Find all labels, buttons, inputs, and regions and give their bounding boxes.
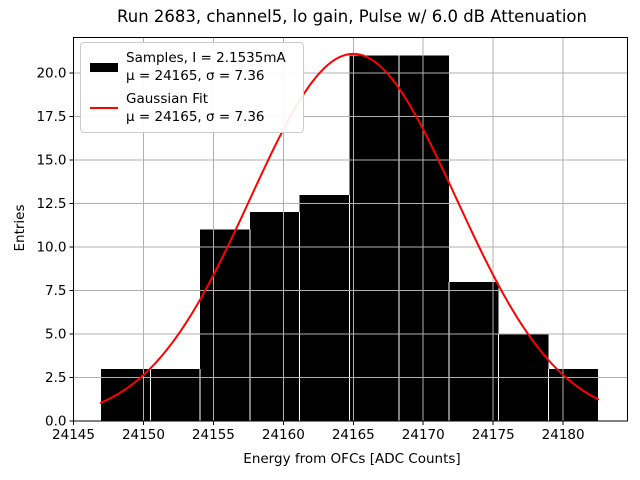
samples-swatch-icon [89,62,118,72]
x-tick-label: 24165 [332,427,375,443]
legend-samples-label: Samples, I = 2.1535mA [126,50,286,66]
legend-samples-stats: μ = 24165, σ = 7.36 [126,68,265,84]
plot-border [73,36,628,422]
histogram-bar [448,281,499,421]
legend-swatch-column [81,107,126,109]
y-tick-label: 12.5 [36,196,66,212]
x-tick-label: 24180 [542,427,585,443]
y-tick-label: 2.5 [45,370,66,386]
legend-entry-gaussian-fit: Gaussian Fit μ = 24165, σ = 7.36 [81,90,295,126]
legend-entry-gaussian-text: Gaussian Fit μ = 24165, σ = 7.36 [126,90,265,126]
y-axis-label: Entries [12,204,28,252]
histogram-bar [399,55,449,421]
y-tick-label: 5.0 [45,326,66,342]
histogram-bar [200,229,251,421]
y-tick-label: 17.5 [36,109,66,125]
y-tick-label: 7.5 [45,283,66,299]
y-tick-label: 10.0 [36,239,66,255]
histogram-bar [299,194,350,421]
legend-entry-samples: Samples, I = 2.1535mA μ = 24165, σ = 7.3… [81,49,295,85]
gaussian-fit-curve [99,52,600,404]
x-tick-label: 24170 [402,427,445,443]
y-tick-label: 15.0 [36,152,66,168]
x-axis-label: Energy from OFCs [ADC Counts] [243,451,461,467]
legend-entry-samples-text: Samples, I = 2.1535mA μ = 24165, σ = 7.3… [126,49,286,85]
legend-gaussian-label: Gaussian Fit [126,91,209,107]
histogram-bar [250,212,300,421]
legend: Samples, I = 2.1535mA μ = 24165, σ = 7.3… [80,42,304,133]
x-tick-label: 24160 [262,427,305,443]
x-tick-label: 24175 [472,427,515,443]
x-tick-label: 24145 [52,427,95,443]
legend-swatch-column [81,62,126,72]
legend-gaussian-stats: μ = 24165, σ = 7.36 [126,109,265,125]
y-tick-label: 0.0 [45,414,66,430]
chart-title: Run 2683, channel5, lo gain, Pulse w/ 6.… [117,7,587,26]
y-tick-label: 20.0 [36,65,66,81]
histogram-bar [150,368,201,421]
x-tick-label: 24150 [122,427,165,443]
x-tick-label: 24155 [192,427,235,443]
histogram-bar [349,55,400,421]
gaussian-fit-swatch-icon [89,107,118,109]
